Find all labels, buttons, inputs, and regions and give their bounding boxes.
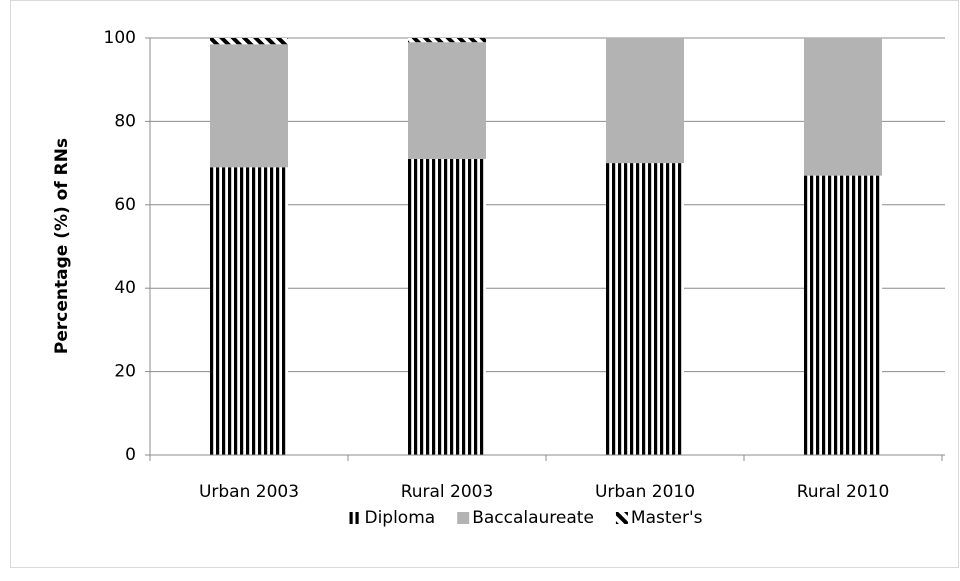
x-tick-label: Urban 2003: [199, 482, 299, 502]
bar-segment: [606, 163, 684, 455]
legend-swatch: [457, 512, 470, 524]
chart-border: [10, 0, 959, 568]
y-tick-label: 20: [114, 362, 136, 382]
y-tick-label: 0: [125, 445, 136, 465]
bar-segment: [804, 175, 882, 456]
y-tick-label: 60: [114, 195, 136, 215]
legend-label: Master's: [631, 508, 703, 528]
legend-swatch: [615, 512, 628, 524]
x-tick-label: Rural 2010: [797, 482, 890, 502]
legend: Diploma Baccalaureate Master's: [349, 508, 703, 528]
bar-segment: [804, 38, 882, 176]
y-tick-label: 80: [114, 111, 136, 131]
legend-swatch: [349, 512, 362, 524]
bar-segment: [210, 167, 288, 455]
bar-segment: [408, 42, 486, 159]
bar-segment: [210, 44, 288, 168]
y-axis-label: Percentage (%) of RNs: [52, 138, 72, 354]
bar-segment: [408, 38, 486, 43]
x-tick-label: Urban 2010: [595, 482, 695, 502]
x-tick-label: Rural 2003: [401, 482, 494, 502]
bar-segment: [606, 38, 684, 164]
y-tick-label: 100: [104, 28, 136, 48]
bar-segment: [408, 158, 486, 455]
legend-label: Diploma: [364, 508, 435, 528]
bar-segment: [210, 38, 288, 45]
legend-label: Baccalaureate: [472, 508, 594, 528]
y-tick-label: 40: [114, 278, 136, 298]
